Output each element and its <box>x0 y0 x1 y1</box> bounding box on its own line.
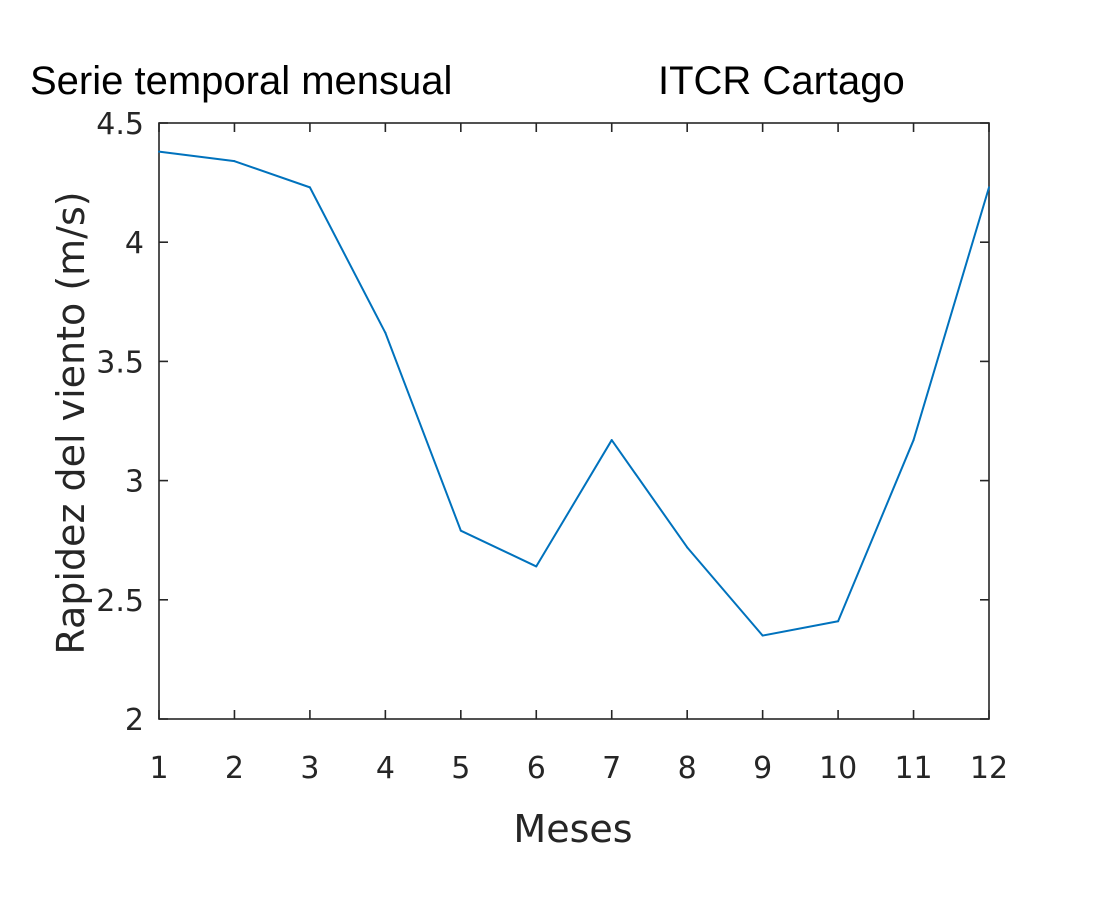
data-point <box>912 439 915 442</box>
x-tick-label: 2 <box>225 751 244 786</box>
data-point <box>686 546 689 549</box>
x-tick-label: 12 <box>970 751 1008 786</box>
x-tick-label: 6 <box>527 751 546 786</box>
x-tick-label: 1 <box>149 751 168 786</box>
data-point <box>233 160 236 163</box>
y-tick-label: 3.5 <box>96 345 144 380</box>
y-tick-label: 2 <box>125 703 144 738</box>
data-point <box>459 529 462 532</box>
x-tick-label: 10 <box>819 751 857 786</box>
chart-title-right: ITCR Cartago <box>658 59 905 103</box>
data-point <box>308 186 311 189</box>
y-tick-label: 3 <box>125 465 144 500</box>
y-axis-label: Rapidez del viento (m/s) <box>49 191 93 654</box>
series-line-1 <box>158 150 990 637</box>
plot-area-box <box>158 122 990 720</box>
data-point <box>384 331 387 334</box>
y-tick-label: 4.5 <box>96 107 144 142</box>
axes <box>158 122 990 720</box>
x-tick-label: 11 <box>894 751 932 786</box>
y-tick-label: 4 <box>125 226 144 261</box>
data-point <box>158 150 160 153</box>
x-tick-label: 3 <box>300 751 319 786</box>
x-tick-label: 8 <box>678 751 697 786</box>
x-tick-label: 7 <box>602 751 621 786</box>
x-tick-label: 5 <box>451 751 470 786</box>
series-lines <box>158 150 990 637</box>
y-tick-label: 2.5 <box>96 584 144 619</box>
data-point <box>837 620 840 623</box>
data-point <box>610 439 613 442</box>
data-point <box>535 565 538 568</box>
x-tick-label: 4 <box>376 751 395 786</box>
data-point <box>988 186 990 189</box>
x-axis-label: Meses <box>513 807 632 851</box>
x-tick-label: 9 <box>753 751 772 786</box>
chart-title-left: Serie temporal mensual <box>30 59 452 103</box>
data-point <box>761 634 764 637</box>
